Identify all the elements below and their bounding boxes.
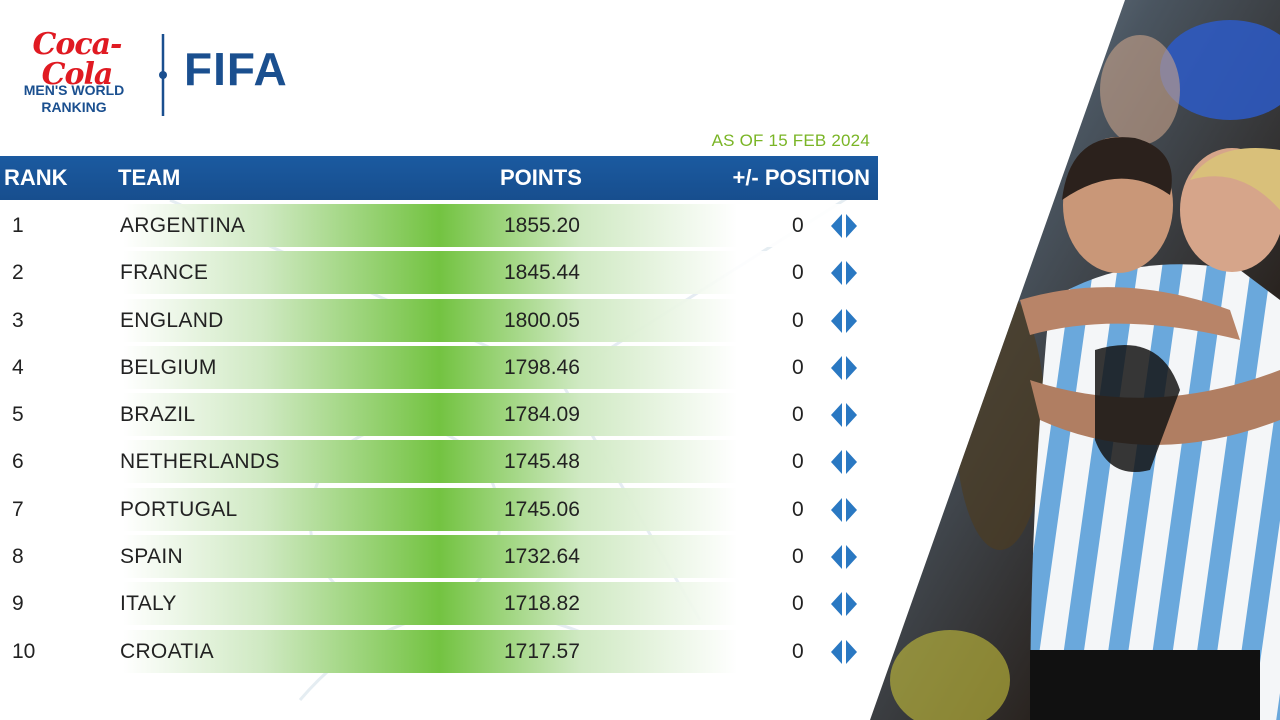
table-row: 8 SPAIN 1732.64 0 [0,535,878,579]
unchanged-arrows-icon [831,639,857,664]
position-change-cell: 0 [792,308,804,332]
header-rank: RANK [4,165,68,190]
position-change-cell: 0 [792,545,804,569]
ranking-subtitle: MEN'S WORLD RANKING [0,82,148,116]
points-cell: 1745.06 [504,497,580,521]
position-change-cell: 0 [792,261,804,285]
rank-cell: 3 [12,308,24,332]
rank-cell: 2 [12,261,24,285]
unchanged-arrows-icon [831,261,857,286]
ranking-table: RANK TEAM POINTS +/- POSITION 1 ARGENTIN… [0,156,878,677]
team-cell: BELGIUM [120,355,217,379]
points-cell: 1845.44 [504,261,580,285]
position-change-cell: 0 [792,497,804,521]
points-cell: 1732.64 [504,545,580,569]
team-cell: PORTUGAL [120,497,238,521]
rank-cell: 7 [12,497,24,521]
table-row: 7 PORTUGAL 1745.06 0 [0,487,878,531]
table-row: 3 ENGLAND 1800.05 0 [0,298,878,342]
unchanged-arrows-icon [831,355,857,380]
header-team: TEAM [118,165,181,190]
points-cell: 1784.09 [504,403,580,427]
unchanged-arrows-icon [831,308,857,333]
points-cell: 1745.48 [504,450,580,474]
unchanged-arrows-icon [831,214,857,238]
table-row: 10 CROATIA 1717.57 0 [0,629,878,673]
rank-cell: 10 [12,639,36,663]
subtitle-line-1: MEN'S WORLD [23,82,125,98]
branding-header: Coca-Cola MEN'S WORLD RANKING FIFA [0,28,320,124]
brand-divider [159,34,167,116]
unchanged-arrows-icon [831,497,857,522]
position-change-cell: 0 [792,214,804,237]
table-row: 2 FRANCE 1845.44 0 [0,251,878,295]
rank-cell: 8 [12,545,24,569]
team-cell: CROATIA [120,639,214,663]
points-cell: 1718.82 [504,592,580,616]
team-cell: NETHERLANDS [120,450,280,474]
sponsor-logo: Coca-Cola [32,27,122,92]
team-cell: ARGENTINA [120,214,246,237]
unchanged-arrows-icon [831,450,857,475]
subtitle-line-2: RANKING [41,99,107,115]
header-points: POINTS [500,165,582,190]
team-cell: FRANCE [120,261,209,285]
table-row: 4 BELGIUM 1798.46 0 [0,345,878,389]
fifa-logo: FIFA [184,43,288,95]
position-change-cell: 0 [792,450,804,474]
table-row: 6 NETHERLANDS 1745.48 0 [0,440,878,484]
points-cell: 1798.46 [504,355,580,379]
team-cell: ENGLAND [120,308,224,332]
table-row: 5 BRAZIL 1784.09 0 [0,393,878,437]
table-row: 9 ITALY 1718.82 0 [0,582,878,626]
header-position-change: +/- POSITION [732,165,870,190]
rank-cell: 1 [12,214,24,237]
table-body: 1 ARGENTINA 1855.20 0 2 FRANCE 1845.44 0… [0,200,878,673]
rank-cell: 6 [12,450,24,474]
table-header: RANK TEAM POINTS +/- POSITION [0,156,878,200]
points-cell: 1717.57 [504,639,580,663]
rank-cell: 4 [12,355,24,379]
points-cell: 1855.20 [504,214,580,237]
points-cell: 1800.05 [504,308,580,332]
rank-cell: 5 [12,403,24,427]
position-change-cell: 0 [792,403,804,427]
team-cell: SPAIN [120,545,183,569]
rank-cell: 9 [12,592,24,616]
unchanged-arrows-icon [831,545,857,570]
team-cell: BRAZIL [120,403,196,427]
position-change-cell: 0 [792,639,804,663]
unchanged-arrows-icon [831,403,857,428]
as-of-date: AS OF 15 FEB 2024 [711,131,870,150]
unchanged-arrows-icon [831,592,857,617]
table-row: 1 ARGENTINA 1855.20 0 [0,204,878,247]
position-change-cell: 0 [792,592,804,616]
position-change-cell: 0 [792,355,804,379]
team-cell: ITALY [120,592,177,616]
